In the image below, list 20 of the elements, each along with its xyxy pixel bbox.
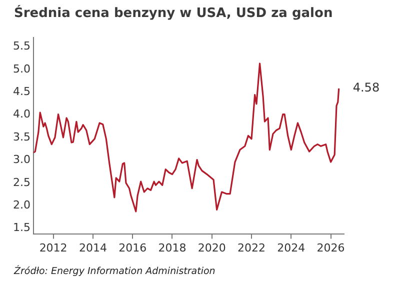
- y-tick-label: 4.5: [12, 84, 30, 98]
- x-tick-label: 2018: [158, 241, 186, 254]
- x-tick-label: 2014: [78, 241, 107, 254]
- chart-title: Średnia cena benzyny w USA, USD za galon: [14, 6, 333, 21]
- y-tick-label: 5.0: [12, 62, 30, 76]
- text: Źródło: Energy Information Administration: [14, 266, 216, 277]
- x-tick-label: 2012: [39, 241, 68, 254]
- y-tick-label: 1.5: [12, 221, 30, 234]
- x-tick-label: 2026: [316, 241, 345, 254]
- y-tick-label: 3.0: [12, 153, 30, 166]
- y-tick-label: 4.0: [12, 108, 30, 121]
- x-tick-label: 2022: [238, 241, 266, 254]
- x-tick-label: 2024: [277, 241, 306, 254]
- x-tick-label: 2016: [118, 241, 147, 254]
- y-tick-label: 2.5: [12, 176, 30, 189]
- y-tick-label: 2.0: [12, 198, 30, 212]
- x-tick-label: 2020: [198, 241, 226, 254]
- annotation: 4.58: [352, 80, 380, 95]
- y-tick-label: 5.5: [12, 40, 30, 53]
- y-tick-label: 3.5: [12, 130, 30, 144]
